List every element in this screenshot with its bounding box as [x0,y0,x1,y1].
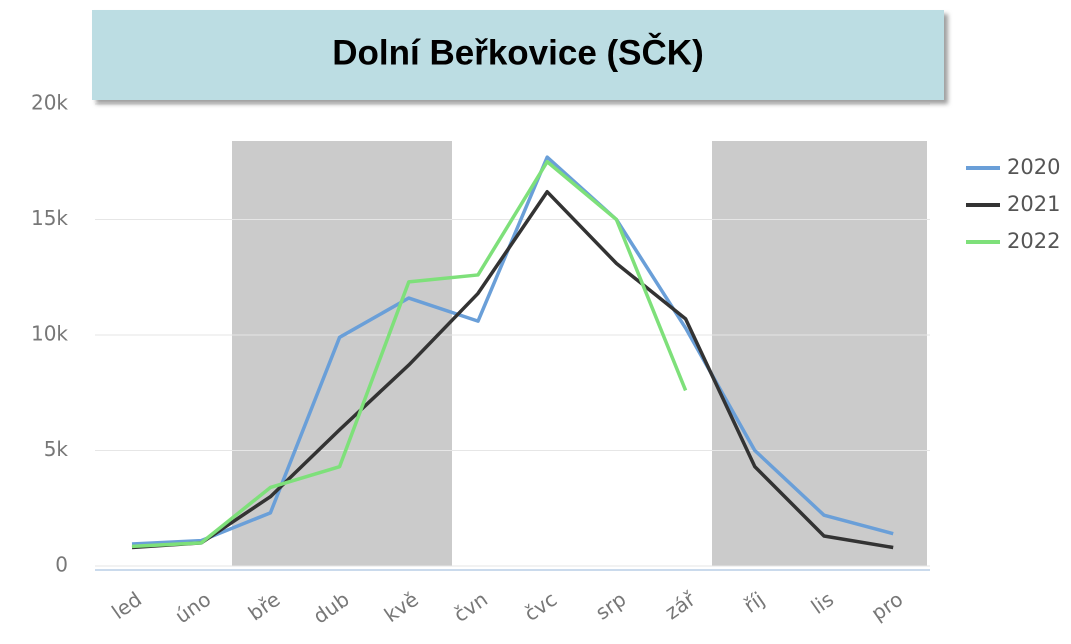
x-tick-label: zář [660,587,700,625]
x-tick-label: pro [867,587,908,625]
legend-label: 2020 [1007,155,1060,179]
y-tick-label: 20k [31,91,68,115]
series-line [131,190,894,550]
series-line [131,160,688,549]
chart-title: Dolní Beřkovice (SČK) [332,32,703,72]
legend-label: 2022 [1007,229,1060,253]
y-tick-label: 5k [44,437,69,461]
x-tick-label: čvc [520,587,561,626]
title-box [92,10,944,100]
series-line [131,155,894,546]
y-tick-label: 0 [55,553,68,577]
x-tick-label: úno [171,587,216,628]
shaded-band [712,141,927,566]
x-tick-label: bře [244,587,285,625]
x-tick-label: kvě [380,587,423,627]
x-tick-label: říj [739,587,769,618]
legend-label: 2021 [1007,192,1060,216]
shaded-band [232,141,452,566]
y-tick-label: 15k [31,206,68,230]
x-tick-label: čvn [449,587,492,627]
x-tick-label: led [107,587,146,624]
y-tick-label: 10k [31,322,68,346]
x-tick-label: srp [591,587,630,625]
x-tick-label: dub [309,587,354,629]
x-tick-label: lis [807,587,838,619]
